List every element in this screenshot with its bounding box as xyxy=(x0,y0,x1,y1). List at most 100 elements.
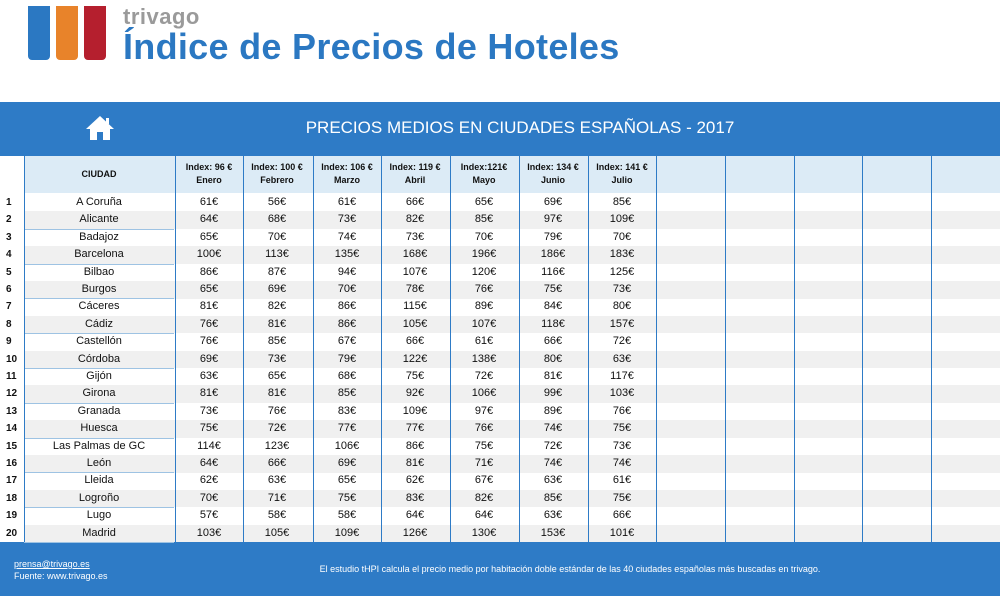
price-cell: 81€ xyxy=(543,370,563,382)
price-cell: 76€ xyxy=(612,404,632,417)
price-cell: 68€ xyxy=(337,370,357,382)
price-cell: 123€ xyxy=(264,439,290,452)
footer-contact: prensa@trivago.es Fuente: www.trivago.es xyxy=(14,558,108,582)
city-name: Cáceres xyxy=(78,300,120,313)
column-divider xyxy=(24,156,25,542)
price-cell: 65€ xyxy=(337,474,357,487)
price-cell: 65€ xyxy=(199,283,219,295)
price-cell: 87€ xyxy=(267,265,287,278)
price-cell: 75€ xyxy=(199,422,219,435)
price-cell: 73€ xyxy=(612,439,632,452)
column-divider xyxy=(313,156,314,542)
row-divider xyxy=(24,402,174,404)
price-cell: 86€ xyxy=(337,317,357,330)
price-cell: 116€ xyxy=(541,265,565,278)
city-name: Barcelona xyxy=(74,248,124,261)
row-number: 11 xyxy=(6,371,17,382)
price-cell: 65€ xyxy=(267,370,287,382)
row-number: 20 xyxy=(6,527,18,539)
price-cell: 75€ xyxy=(612,422,632,435)
price-cell: 109€ xyxy=(609,213,635,226)
price-cell: 130€ xyxy=(471,526,497,539)
column-divider xyxy=(931,156,932,542)
price-cell: 79€ xyxy=(337,352,357,365)
row-number: 9 xyxy=(6,336,12,348)
city-name: Bilbao xyxy=(83,265,115,278)
press-email-link[interactable]: prensa@trivago.es xyxy=(14,559,90,569)
row-stripe xyxy=(24,281,1000,299)
price-cell: 106€ xyxy=(334,439,360,452)
month-label: Abril xyxy=(404,175,426,185)
page-title: Índice de Precios de Hoteles xyxy=(123,26,620,67)
price-cell: 76€ xyxy=(474,422,494,435)
price-cell: 103€ xyxy=(609,387,635,400)
city-name: Castellón xyxy=(76,335,122,348)
city-name: Burgos xyxy=(81,283,117,295)
row-number: 5 xyxy=(6,266,12,278)
price-cell: 85€ xyxy=(612,196,632,208)
price-cell: 118€ xyxy=(541,317,565,330)
price-cell: 106€ xyxy=(471,387,497,400)
price-cell: 196€ xyxy=(471,248,497,261)
price-cell: 85€ xyxy=(474,213,494,226)
row-stripe xyxy=(24,350,1000,369)
price-cell: 61€ xyxy=(474,335,494,348)
row-number: 2 xyxy=(6,214,12,226)
price-cell: 65€ xyxy=(474,196,494,208)
price-cell: 76€ xyxy=(474,283,494,295)
price-cell: 56€ xyxy=(267,196,287,208)
price-cell: 83€ xyxy=(337,404,357,417)
row-number: 4 xyxy=(6,249,12,261)
home-icon[interactable] xyxy=(84,114,116,142)
logo-header: trivago Índice de Precios de Hoteles xyxy=(28,4,768,67)
price-cell: 76€ xyxy=(267,404,287,417)
city-name: Córdoba xyxy=(77,352,121,365)
price-cell: 63€ xyxy=(543,474,563,487)
row-stripe xyxy=(24,211,1000,229)
price-cell: 120€ xyxy=(471,265,497,278)
price-cell: 76€ xyxy=(199,317,219,330)
price-cell: 63€ xyxy=(612,352,632,365)
column-divider xyxy=(175,156,176,542)
price-cell: 135€ xyxy=(334,248,360,261)
row-stripe xyxy=(24,524,1000,543)
price-cell: 109€ xyxy=(334,526,360,539)
price-cell: 63€ xyxy=(543,509,563,522)
price-cell: 168€ xyxy=(402,248,428,261)
price-cell: 73€ xyxy=(267,352,287,365)
column-divider xyxy=(794,156,795,542)
month-column-header: Index:121€ Mayo xyxy=(450,161,518,187)
price-cell: 73€ xyxy=(337,213,357,226)
column-divider xyxy=(381,156,382,542)
index-label: Index: 134 € xyxy=(527,162,579,172)
source-text: Fuente: www.trivago.es xyxy=(14,571,108,581)
price-cell: 97€ xyxy=(474,404,494,417)
price-cell: 68€ xyxy=(267,213,287,226)
price-cell: 67€ xyxy=(474,474,494,487)
price-cell: 66€ xyxy=(405,196,425,208)
price-cell: 89€ xyxy=(543,404,563,417)
index-label: Index: 100 € xyxy=(251,162,303,172)
price-cell: 86€ xyxy=(405,439,425,452)
price-cell: 82€ xyxy=(474,491,494,504)
price-cell: 84€ xyxy=(543,300,563,313)
price-cell: 70€ xyxy=(199,491,219,504)
price-cell: 114€ xyxy=(197,439,221,452)
price-cell: 105€ xyxy=(402,317,428,330)
row-divider xyxy=(24,228,174,230)
table-title: PRECIOS MEDIOS EN CIUDADES ESPAÑOLAS - 2… xyxy=(305,118,735,137)
month-label: Junio xyxy=(541,175,565,185)
column-divider xyxy=(656,156,657,542)
price-cell: 81€ xyxy=(267,387,287,400)
price-cell: 72€ xyxy=(267,422,287,435)
price-cell: 82€ xyxy=(405,213,425,226)
footer-note: El estudio tHPI calcula el precio medio … xyxy=(319,564,821,574)
month-column-header: Index: 141 € Julio xyxy=(588,161,656,187)
price-cell: 81€ xyxy=(199,300,219,313)
index-label: Index:121€ xyxy=(460,162,508,172)
row-divider xyxy=(24,507,174,509)
price-cell: 67€ xyxy=(337,335,357,348)
price-cell: 72€ xyxy=(474,370,494,382)
row-number: 1 xyxy=(6,197,12,208)
price-cell: 71€ xyxy=(474,457,494,469)
